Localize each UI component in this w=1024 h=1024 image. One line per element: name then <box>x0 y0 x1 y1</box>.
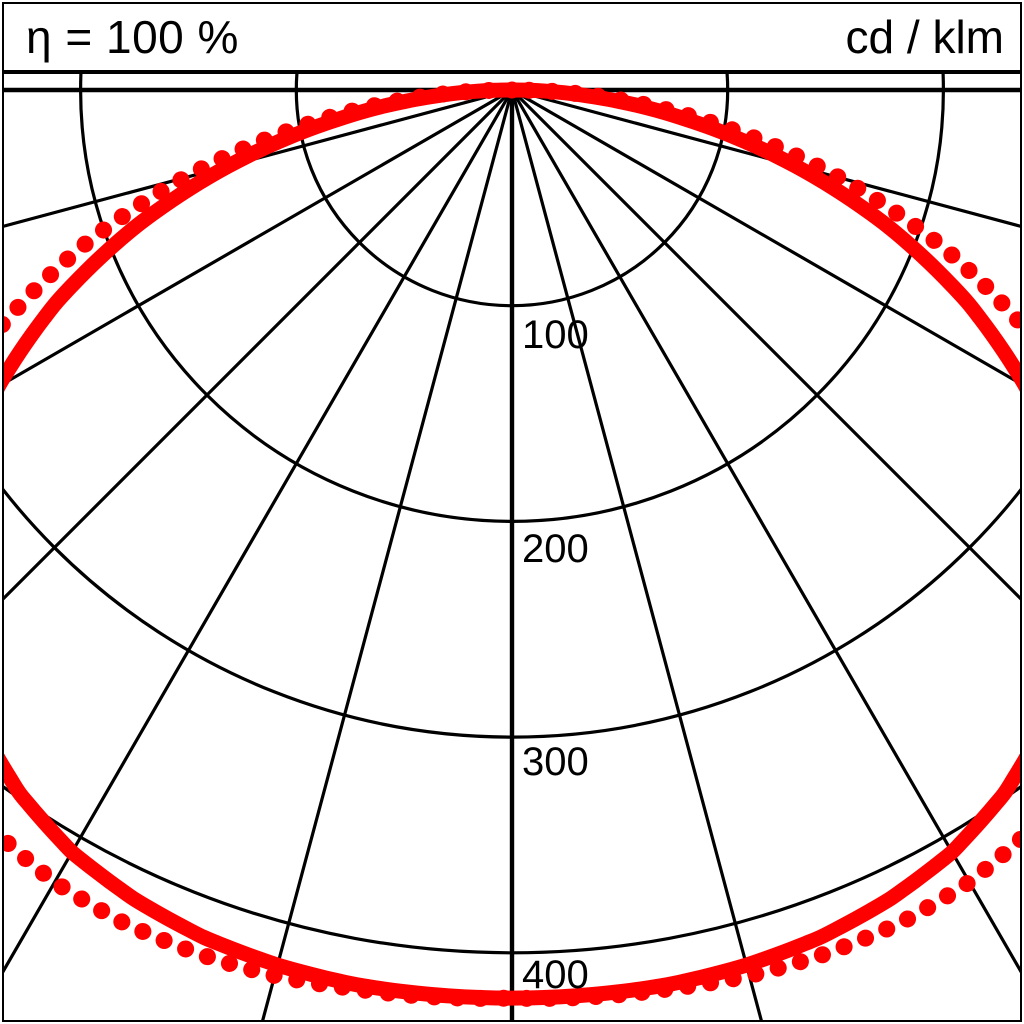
radial-tick-label-100: 100 <box>522 313 589 357</box>
angular-ray--30deg <box>4 89 514 974</box>
angular-ray--60deg <box>4 88 513 386</box>
angular-ray-30deg <box>510 89 1020 974</box>
polar-plot-area[interactable] <box>4 74 1020 1020</box>
radial-tick-label-400: 400 <box>522 953 589 997</box>
radial-tick-label-300: 300 <box>522 740 589 784</box>
angular-ray-60deg <box>511 88 1020 386</box>
angular-ray-45deg <box>510 88 1020 601</box>
angular-ray--75deg <box>4 88 513 228</box>
angular-ray--45deg <box>4 88 514 601</box>
radial-tick-label-200: 200 <box>522 527 589 571</box>
efficiency-label: η = 100 % <box>26 11 239 63</box>
header-band: η = 100 % cd / klm <box>4 4 1020 74</box>
intensity-curves <box>4 81 1020 1007</box>
angular-ray--15deg <box>261 89 514 1020</box>
unit-label: cd / klm <box>845 11 1004 63</box>
angular-ray-75deg <box>511 88 1020 228</box>
polar-axis-lines <box>4 87 1020 1020</box>
intensity-curve-2 <box>4 81 1020 1007</box>
angular-ray-15deg <box>510 89 763 1020</box>
polar-plot-svg <box>4 74 1020 1020</box>
